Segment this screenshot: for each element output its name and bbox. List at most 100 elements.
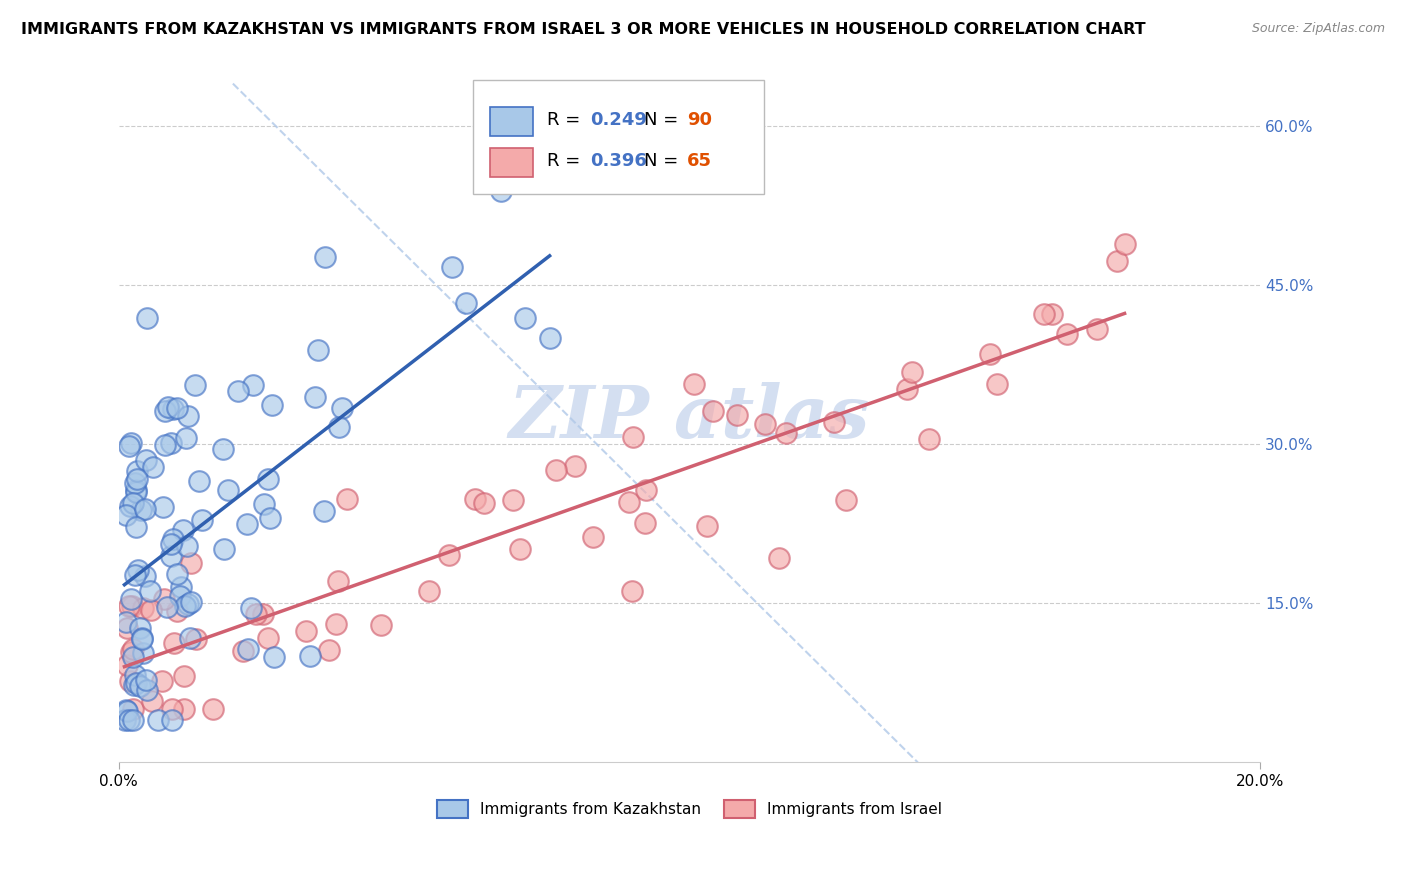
Point xyxy=(121,702,143,716)
Point xyxy=(238,641,260,656)
Point xyxy=(146,713,169,727)
Point xyxy=(896,382,918,396)
Point xyxy=(141,693,163,707)
Point xyxy=(169,589,191,603)
Point xyxy=(160,549,183,563)
Point xyxy=(239,601,262,615)
Point xyxy=(1085,322,1108,336)
Point xyxy=(304,390,326,404)
Point xyxy=(336,492,359,507)
Point xyxy=(153,592,176,607)
Point xyxy=(242,378,264,392)
Bar xyxy=(489,148,533,178)
Point xyxy=(125,464,148,478)
Point xyxy=(456,295,478,310)
Point xyxy=(260,398,283,412)
Point xyxy=(682,376,704,391)
Legend: Immigrants from Kazakhstan, Immigrants from Israel: Immigrants from Kazakhstan, Immigrants f… xyxy=(432,794,948,823)
Point xyxy=(472,496,495,510)
Point xyxy=(156,600,179,615)
Point xyxy=(295,624,318,638)
Point xyxy=(191,513,214,527)
Text: IMMIGRANTS FROM KAZAKHSTAN VS IMMIGRANTS FROM ISRAEL 3 OR MORE VEHICLES IN HOUSE: IMMIGRANTS FROM KAZAKHSTAN VS IMMIGRANTS… xyxy=(21,22,1146,37)
Point xyxy=(163,635,186,649)
Point xyxy=(212,541,235,556)
Point xyxy=(502,492,524,507)
Text: Source: ZipAtlas.com: Source: ZipAtlas.com xyxy=(1251,22,1385,36)
Point xyxy=(252,607,274,621)
Point xyxy=(918,432,941,446)
Point xyxy=(900,365,922,379)
Point xyxy=(173,523,195,537)
Point xyxy=(173,702,195,716)
Point xyxy=(131,632,153,647)
Point xyxy=(634,483,657,497)
Point xyxy=(1040,307,1063,321)
Point xyxy=(245,607,267,622)
Point xyxy=(132,647,155,661)
Point xyxy=(768,550,790,565)
Point xyxy=(418,583,440,598)
Point xyxy=(124,667,146,681)
Point xyxy=(201,702,224,716)
Point xyxy=(835,492,858,507)
Point xyxy=(131,631,153,645)
Point xyxy=(162,532,184,546)
Point xyxy=(122,713,145,727)
Point xyxy=(217,483,239,498)
Point xyxy=(124,567,146,582)
Point xyxy=(252,497,274,511)
Point xyxy=(1056,327,1078,342)
Point xyxy=(150,673,173,688)
Point xyxy=(118,673,141,688)
Point xyxy=(115,703,138,717)
Point xyxy=(621,430,644,444)
Point xyxy=(121,650,143,665)
Point xyxy=(117,704,139,718)
Point xyxy=(696,519,718,533)
Point xyxy=(489,184,512,198)
Point xyxy=(1032,307,1054,321)
Point xyxy=(725,409,748,423)
Point xyxy=(212,442,235,457)
Point xyxy=(118,599,141,614)
Point xyxy=(173,599,195,614)
Point xyxy=(564,458,586,473)
Point xyxy=(134,569,156,583)
Point xyxy=(325,616,347,631)
Point xyxy=(162,702,184,716)
Point xyxy=(231,643,253,657)
Point xyxy=(621,584,644,599)
Point xyxy=(122,642,145,657)
Point xyxy=(141,603,163,617)
Point xyxy=(174,432,197,446)
Point xyxy=(441,260,464,275)
Text: R =: R = xyxy=(547,153,586,170)
Point xyxy=(439,548,461,562)
Point xyxy=(986,377,1008,392)
Point xyxy=(1105,254,1128,268)
Point xyxy=(115,657,138,672)
Point xyxy=(307,343,329,357)
Point xyxy=(188,474,211,488)
Point xyxy=(328,574,350,588)
Point xyxy=(115,508,138,522)
Point xyxy=(544,463,567,477)
Point xyxy=(134,502,156,516)
Point xyxy=(318,642,340,657)
Point xyxy=(823,415,845,429)
Text: 0.249: 0.249 xyxy=(591,111,647,128)
Point xyxy=(257,631,280,645)
Point xyxy=(118,439,141,453)
Point xyxy=(152,500,174,515)
Point xyxy=(464,492,486,507)
Point xyxy=(124,476,146,491)
Point xyxy=(120,645,142,659)
Point xyxy=(160,537,183,551)
Point xyxy=(177,409,200,423)
Point xyxy=(979,346,1001,360)
Point xyxy=(538,331,561,345)
Point xyxy=(166,401,188,416)
Point xyxy=(236,517,259,532)
Point xyxy=(263,649,285,664)
